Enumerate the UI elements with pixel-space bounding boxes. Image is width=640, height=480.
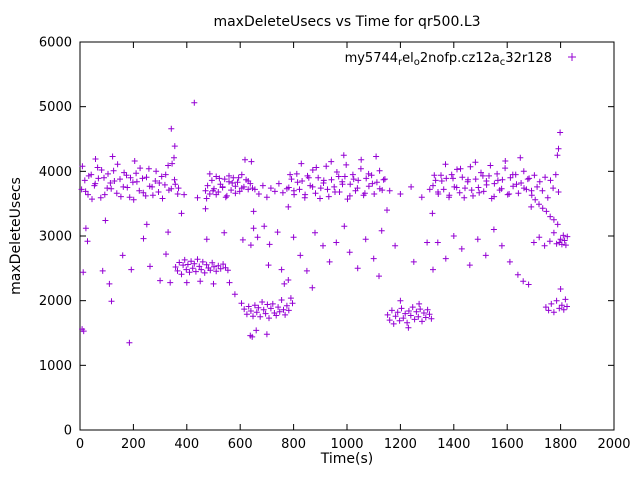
y-tick-label: 0: [64, 424, 72, 439]
x-tick-label: 0: [76, 437, 84, 452]
scatter-points: [78, 99, 571, 346]
y-tick-label: 4000: [39, 165, 72, 180]
legend-marker-icon: [568, 53, 576, 61]
plot-border: [79, 41, 615, 431]
x-tick-label: 2000: [597, 437, 630, 452]
x-tick-label: 200: [121, 437, 146, 452]
data-point-markers: [78, 99, 571, 346]
x-tick-label: 1400: [437, 437, 470, 452]
x-tick-label: 1600: [491, 437, 524, 452]
x-tick-label: 1200: [384, 437, 417, 452]
y-tick-label: 2000: [39, 294, 72, 309]
legend-label: my5744relo2nofp.cz12ac32r128: [345, 51, 552, 68]
x-tick-label: 600: [228, 437, 253, 452]
y-tick-label: 3000: [39, 230, 72, 245]
legend: my5744relo2nofp.cz12ac32r128: [345, 51, 576, 68]
x-tick-label: 1000: [330, 437, 363, 452]
axes-and-ticks: 0 200 400 600 800 1000 1200 1400 1600 1800 2000 0 10…: [39, 36, 631, 453]
chart-title: maxDeleteUsecs vs Time for qr500.L3: [213, 14, 480, 30]
y-tick-label: 5000: [39, 100, 72, 115]
x-tick-label: 800: [281, 437, 306, 452]
x-tick-label: 1800: [544, 437, 577, 452]
y-axis-label: maxDeleteUsecs: [8, 177, 24, 295]
x-tick-label: 400: [174, 437, 199, 452]
y-tick-label: 6000: [39, 36, 72, 51]
y-tick-label: 1000: [39, 359, 72, 374]
x-axis-label: Time(s): [320, 451, 373, 467]
